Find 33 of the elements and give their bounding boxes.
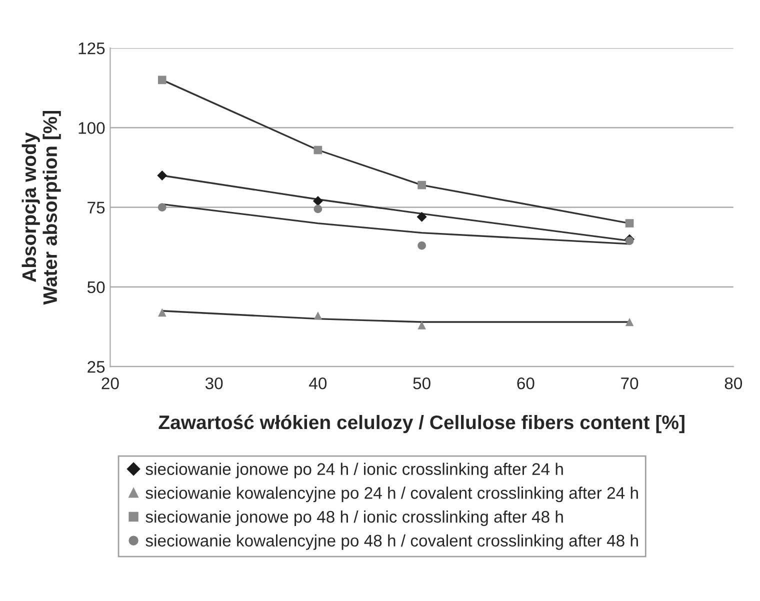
point <box>312 196 323 206</box>
point <box>416 212 427 222</box>
y-axis-title: Absorpcja wody Water absorption [%] <box>22 111 61 305</box>
point <box>158 308 166 317</box>
x-tick-label: 20 <box>102 377 119 390</box>
x-tick-label: 30 <box>205 377 223 390</box>
y-tick-label: 125 <box>78 42 105 54</box>
point <box>157 170 168 180</box>
y-tick-label: 50 <box>87 281 105 294</box>
y-tick-label: 75 <box>88 202 105 214</box>
point <box>625 236 634 245</box>
point <box>418 180 426 190</box>
x-tick-label: 80 <box>724 377 742 390</box>
x-tick-label: 40 <box>309 377 327 390</box>
point <box>314 204 322 214</box>
point <box>314 311 322 320</box>
legend-label: sieciowanie jonowe po 48 h / ionic crosslinking after 48 h <box>146 510 563 526</box>
x-axis-title: Zawartość włókien celulozy / Cellulose fibers content [%] <box>158 414 684 434</box>
legend-label: sieciowanie kowalencyjne po 24 h / covalent crosslinking after 24 h <box>146 486 638 502</box>
legend-label: sieciowanie kowalencyjne po 48 h / covalent crosslinking after 48 h <box>146 534 638 550</box>
legend-label: sieciowanie jonowe po 24 h / ionic crosslinking after 24 h <box>146 462 563 478</box>
x-tick-label: 70 <box>621 377 638 390</box>
y-tick-label: 100 <box>78 122 105 134</box>
x-tick-label: 50 <box>413 377 430 390</box>
point <box>418 241 426 250</box>
point <box>158 76 166 84</box>
point <box>625 318 634 326</box>
x-tick-label: 60 <box>517 377 534 390</box>
point <box>314 146 322 154</box>
y-tick-label: 25 <box>88 361 105 373</box>
point <box>158 203 166 212</box>
point <box>418 321 426 330</box>
point <box>625 219 634 228</box>
